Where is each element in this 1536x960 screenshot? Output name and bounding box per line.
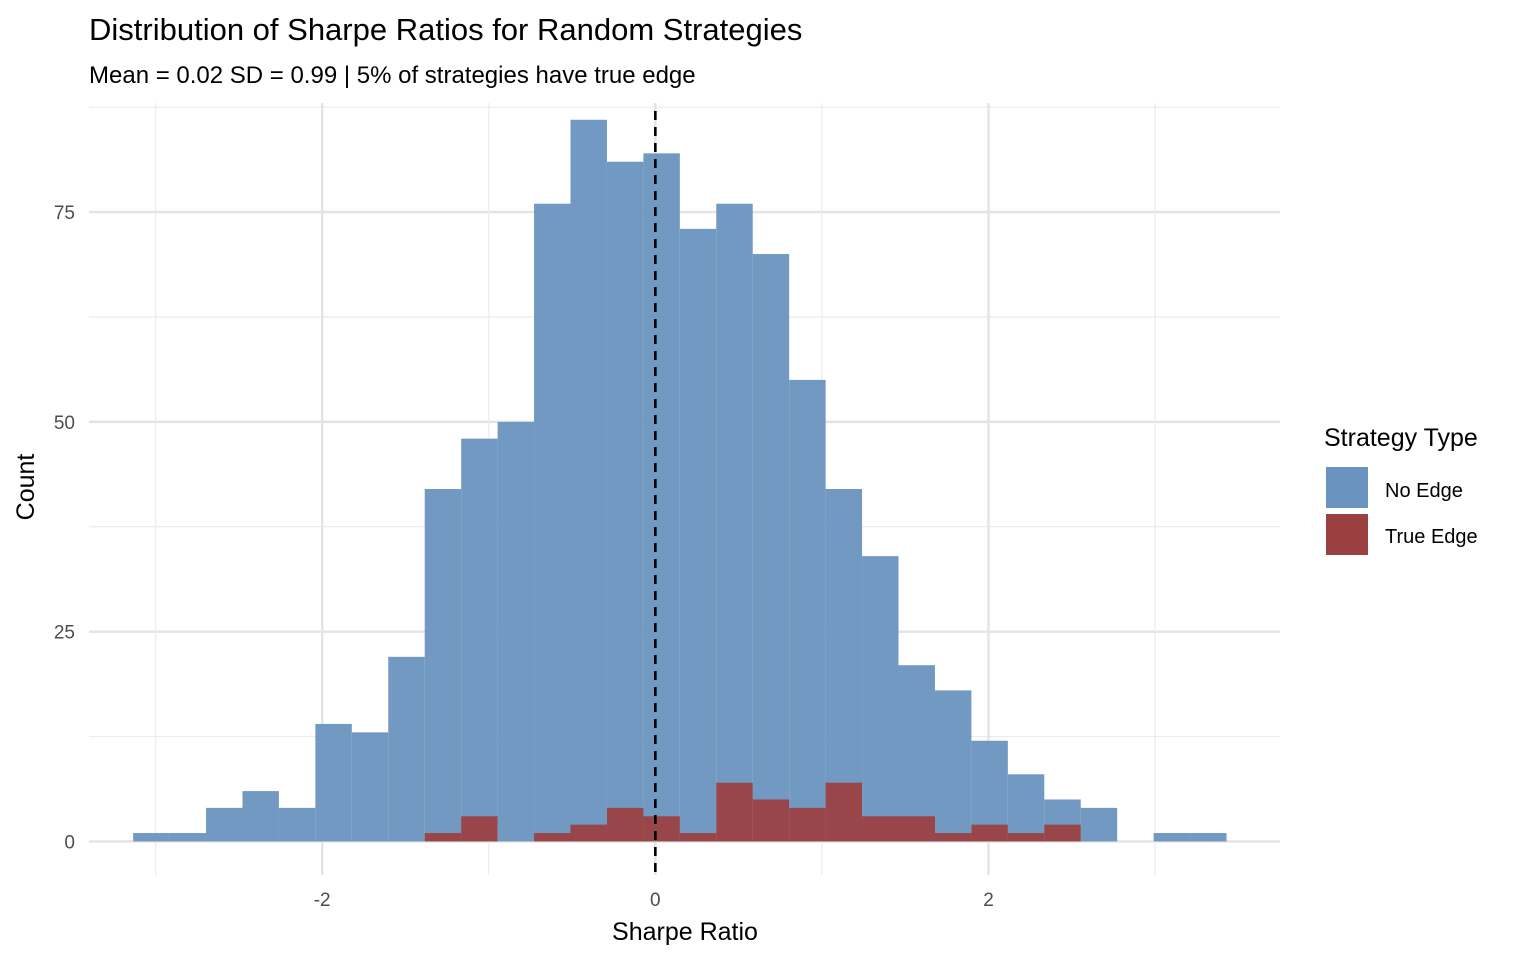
bar-no-edge [424,489,462,842]
legend-label-true-edge: True Edge [1385,526,1478,548]
axis-ticks: -2 0 2 0 25 50 75 [54,203,994,911]
bar-no-edge [242,791,279,842]
bar-no-edge [1007,774,1045,842]
bar-true-edge [934,833,972,842]
bar-true-edge [1007,833,1045,842]
legend-swatch-true-edge [1326,514,1368,555]
bar-true-edge [862,816,899,842]
bar-no-edge [898,665,935,842]
bar-no-edge [862,556,899,842]
y-tick-label: 25 [54,623,75,644]
bar-no-edge [133,833,170,842]
bar-true-edge [1044,824,1081,842]
bar-true-edge [461,816,498,842]
bar-no-edge [752,254,790,842]
legend-swatch-no-edge [1326,467,1368,508]
bar-no-edge [570,119,607,842]
chart-subtitle: Mean = 0.02 SD = 0.99 | 5% of strategies… [89,62,696,89]
histogram-bars [133,119,1227,842]
legend-title: Strategy Type [1324,424,1478,452]
bar-true-edge [606,807,644,842]
bar-no-edge [351,732,389,842]
bar-no-edge [388,656,425,842]
x-tick-label: -2 [314,890,331,911]
bar-no-edge [643,153,680,842]
bar-no-edge [1080,807,1118,842]
bar-no-edge [789,379,826,842]
legend: Strategy Type No Edge True Edge [1324,424,1478,555]
bar-true-edge [825,782,863,842]
bar-no-edge [278,807,316,842]
bar-no-edge [1190,833,1227,842]
y-axis-title: Count [12,454,40,521]
bar-true-edge [789,807,826,842]
legend-label-no-edge: No Edge [1385,480,1463,502]
y-tick-label: 75 [54,203,75,224]
bar-no-edge [169,833,207,842]
bar-no-edge [497,421,535,842]
bar-true-edge [898,816,935,842]
bar-true-edge [716,782,753,842]
bar-no-edge [315,723,352,842]
bar-true-edge [752,799,790,842]
bar-true-edge [570,824,607,842]
bar-no-edge [1153,833,1191,842]
x-axis-title: Sharpe Ratio [612,918,758,946]
bar-no-edge [716,203,753,842]
y-tick-label: 50 [54,413,75,434]
bar-no-edge [206,807,243,842]
bar-no-edge [534,203,571,842]
x-tick-label: 2 [983,890,994,911]
bar-true-edge [679,833,717,842]
bar-true-edge [534,833,571,842]
bar-no-edge [461,438,498,842]
bar-true-edge [643,816,680,842]
bar-no-edge [934,690,972,842]
y-tick-label: 0 [64,832,75,853]
bar-true-edge [971,824,1008,842]
bar-true-edge [424,833,462,842]
bar-no-edge [606,161,644,842]
bar-no-edge [679,228,717,842]
chart-title: Distribution of Sharpe Ratios for Random… [89,12,802,47]
x-tick-label: 0 [650,890,661,911]
